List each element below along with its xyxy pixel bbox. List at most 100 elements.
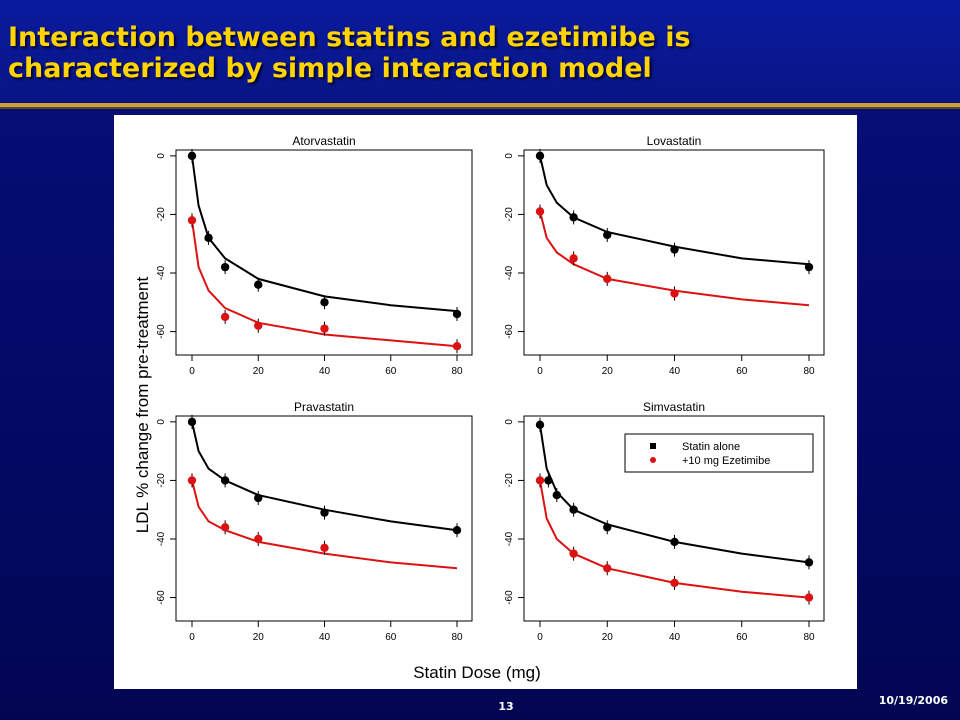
y-tick-label: -60 <box>504 590 515 605</box>
panel-title: Atorvastatin <box>292 134 355 148</box>
y-tick-label: -60 <box>156 324 167 339</box>
data-point-ezetimibe <box>535 207 545 216</box>
data-point-statin-alone <box>254 493 263 503</box>
y-axis-label: LDL % change from pre-treatment <box>133 277 152 534</box>
panel-lovastatin: Lovastatin 0 20 40 60 80 0 -20 -40 -60 <box>504 134 825 377</box>
y-tick-label: 0 <box>156 419 167 425</box>
x-tick-label: 40 <box>669 366 681 377</box>
legend-marker-ezetimibe <box>650 457 656 463</box>
data-point-statin-alone <box>804 558 814 567</box>
data-point-ezetimibe <box>187 476 197 485</box>
data-point-statin-alone <box>603 523 612 532</box>
fit-curve-ezetimibe <box>191 480 458 570</box>
x-tick-label: 20 <box>253 366 265 377</box>
x-tick-label: 20 <box>602 366 614 377</box>
data-point-statin-alone <box>603 230 612 240</box>
data-point-statin-alone <box>670 537 679 547</box>
x-tick-label: 80 <box>803 632 815 643</box>
y-tick-label: -20 <box>504 207 515 222</box>
data-point-statin-alone <box>204 233 213 243</box>
slide-date: 10/19/2006 <box>878 694 948 707</box>
data-point-ezetimibe <box>220 523 230 532</box>
data-point-ezetimibe <box>254 321 263 330</box>
panel-atorvastatin: Atorvastatin 0 20 40 60 80 0 -20 -40 -60 <box>156 134 473 377</box>
x-tick-label: 60 <box>385 632 397 643</box>
y-tick-label: -40 <box>156 531 167 546</box>
fit-curve-statin-alone <box>539 155 810 266</box>
x-tick-label: 40 <box>669 632 681 643</box>
data-point-statin-alone <box>670 245 679 254</box>
data-point-statin-alone <box>452 309 462 319</box>
y-tick-label: -60 <box>156 590 167 605</box>
chart-svg: LDL % change from pre-treatment Statin D… <box>133 134 825 682</box>
x-tick-label: 0 <box>537 632 543 643</box>
data-point-ezetimibe <box>804 593 814 602</box>
data-point-ezetimibe <box>603 564 612 573</box>
x-tick-label: 80 <box>803 366 815 377</box>
panel-title: Lovastatin <box>647 134 702 148</box>
title-bar <box>0 0 960 102</box>
x-tick-label: 60 <box>736 366 748 377</box>
data-point-statin-alone <box>552 490 562 500</box>
panel-title: Simvastatin <box>643 400 705 414</box>
fit-curve-ezetimibe <box>191 220 458 348</box>
fit-curve-ezetimibe <box>539 480 810 599</box>
data-point-statin-alone <box>569 505 578 514</box>
fit-curve-statin-alone <box>191 421 458 532</box>
data-point-statin-alone <box>804 262 814 272</box>
x-tick-label: 20 <box>253 632 265 643</box>
slide-title-line-1: Interaction between statins and ezetimib… <box>8 22 691 53</box>
data-point-ezetimibe <box>320 324 329 333</box>
data-point-statin-alone <box>254 280 263 289</box>
legend: Statin alone +10 mg Ezetimibe <box>624 433 814 473</box>
fit-curve-ezetimibe <box>539 211 810 307</box>
data-point-ezetimibe <box>569 549 578 558</box>
fit-curve-statin-alone <box>191 155 458 313</box>
y-tick-label: -20 <box>504 473 515 488</box>
panel-simvastatin: Simvastatin 0 20 40 60 80 0 -20 -40 -60 <box>504 400 825 643</box>
data-point-ezetimibe <box>670 578 679 588</box>
x-tick-label: 40 <box>319 632 331 643</box>
legend-box <box>624 433 814 473</box>
x-tick-label: 80 <box>451 366 463 377</box>
title-divider-shadow <box>0 107 960 109</box>
data-point-statin-alone <box>535 420 545 429</box>
y-tick-label: 0 <box>504 419 515 425</box>
y-tick-label: -40 <box>504 265 515 280</box>
fit-curve-statin-alone <box>539 424 810 564</box>
y-tick-label: 0 <box>156 153 167 159</box>
y-tick-label: -20 <box>156 473 167 488</box>
y-tick-label: 0 <box>504 153 515 159</box>
data-point-ezetimibe <box>535 476 545 485</box>
x-tick-label: 0 <box>189 366 195 377</box>
data-point-statin-alone <box>569 213 578 222</box>
slide-title-line-2: characterized by simple interaction mode… <box>8 53 652 84</box>
y-tick-label: -20 <box>156 207 167 222</box>
x-tick-label: 60 <box>385 366 397 377</box>
panel-title: Pravastatin <box>294 400 354 414</box>
x-tick-label: 0 <box>189 632 195 643</box>
chart-panel: LDL % change from pre-treatment Statin D… <box>114 115 857 689</box>
legend-entry: +10 mg Ezetimibe <box>682 455 770 467</box>
data-point-statin-alone <box>535 151 545 161</box>
data-point-ezetimibe <box>670 289 679 298</box>
data-point-ezetimibe <box>320 543 329 552</box>
data-point-statin-alone <box>452 526 462 535</box>
y-tick-label: -40 <box>504 531 515 546</box>
x-tick-label: 20 <box>602 632 614 643</box>
panel-pravastatin: Pravastatin 0 20 40 60 80 0 -20 -40 -60 <box>156 400 473 643</box>
data-point-statin-alone <box>320 508 329 517</box>
data-point-statin-alone <box>220 262 230 272</box>
x-tick-label: 0 <box>537 366 543 377</box>
data-point-ezetimibe <box>187 216 197 225</box>
x-tick-label: 80 <box>451 632 463 643</box>
legend-marker-statin-alone <box>650 443 656 449</box>
data-point-ezetimibe <box>220 312 230 322</box>
page-number: 13 <box>498 700 514 713</box>
slide-title: Interaction between statins and ezetimib… <box>8 22 691 84</box>
data-point-ezetimibe <box>452 342 462 351</box>
data-point-statin-alone <box>220 476 230 485</box>
x-tick-label: 40 <box>319 366 331 377</box>
data-point-statin-alone <box>187 417 197 427</box>
x-axis-label: Statin Dose (mg) <box>413 663 541 682</box>
